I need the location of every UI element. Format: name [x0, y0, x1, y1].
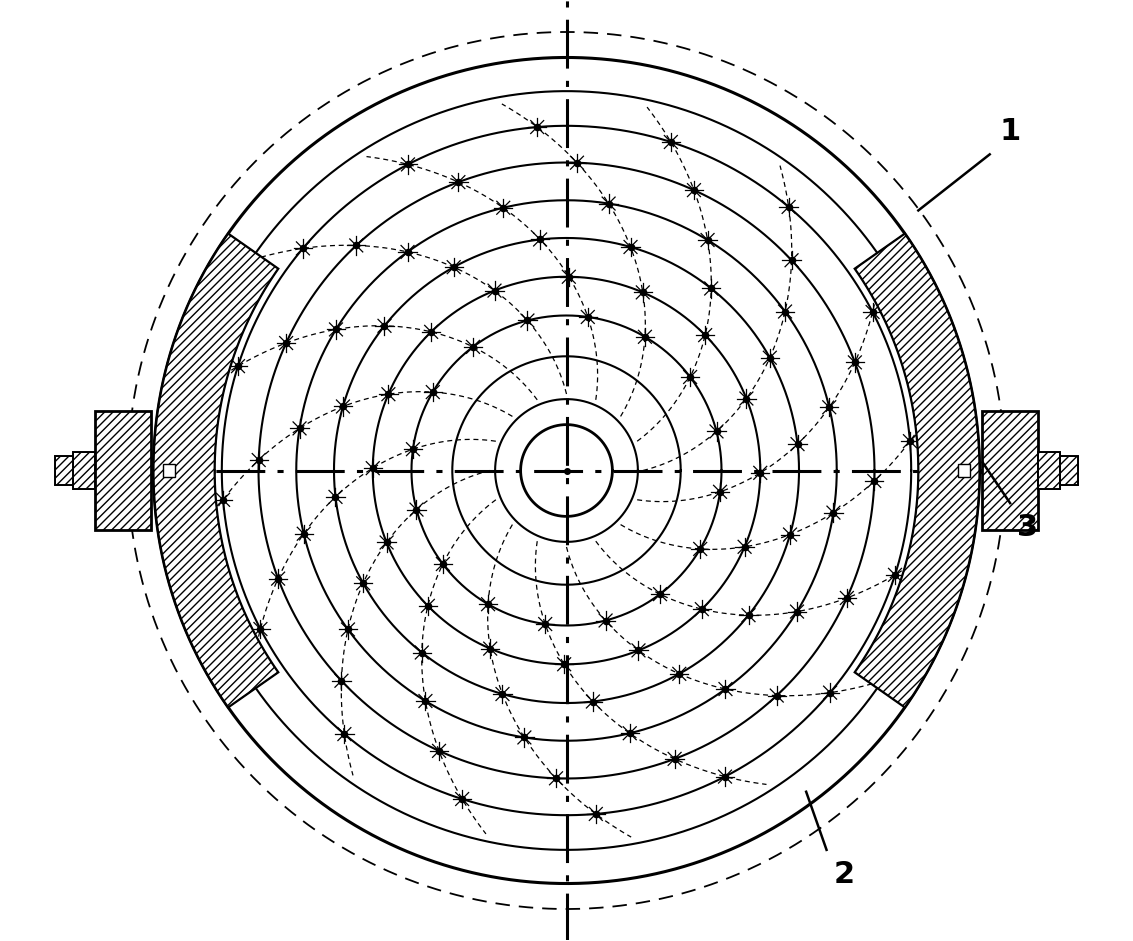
Polygon shape — [1038, 452, 1060, 489]
Bar — [163, 464, 174, 477]
Text: 1: 1 — [1000, 118, 1021, 146]
Bar — [959, 464, 970, 477]
Polygon shape — [95, 411, 152, 530]
Polygon shape — [1060, 456, 1079, 485]
Text: 3: 3 — [1017, 514, 1038, 542]
Polygon shape — [153, 233, 279, 708]
Polygon shape — [854, 233, 980, 708]
Polygon shape — [981, 411, 1038, 530]
Polygon shape — [54, 456, 73, 485]
Polygon shape — [73, 452, 95, 489]
Text: 2: 2 — [834, 860, 854, 889]
